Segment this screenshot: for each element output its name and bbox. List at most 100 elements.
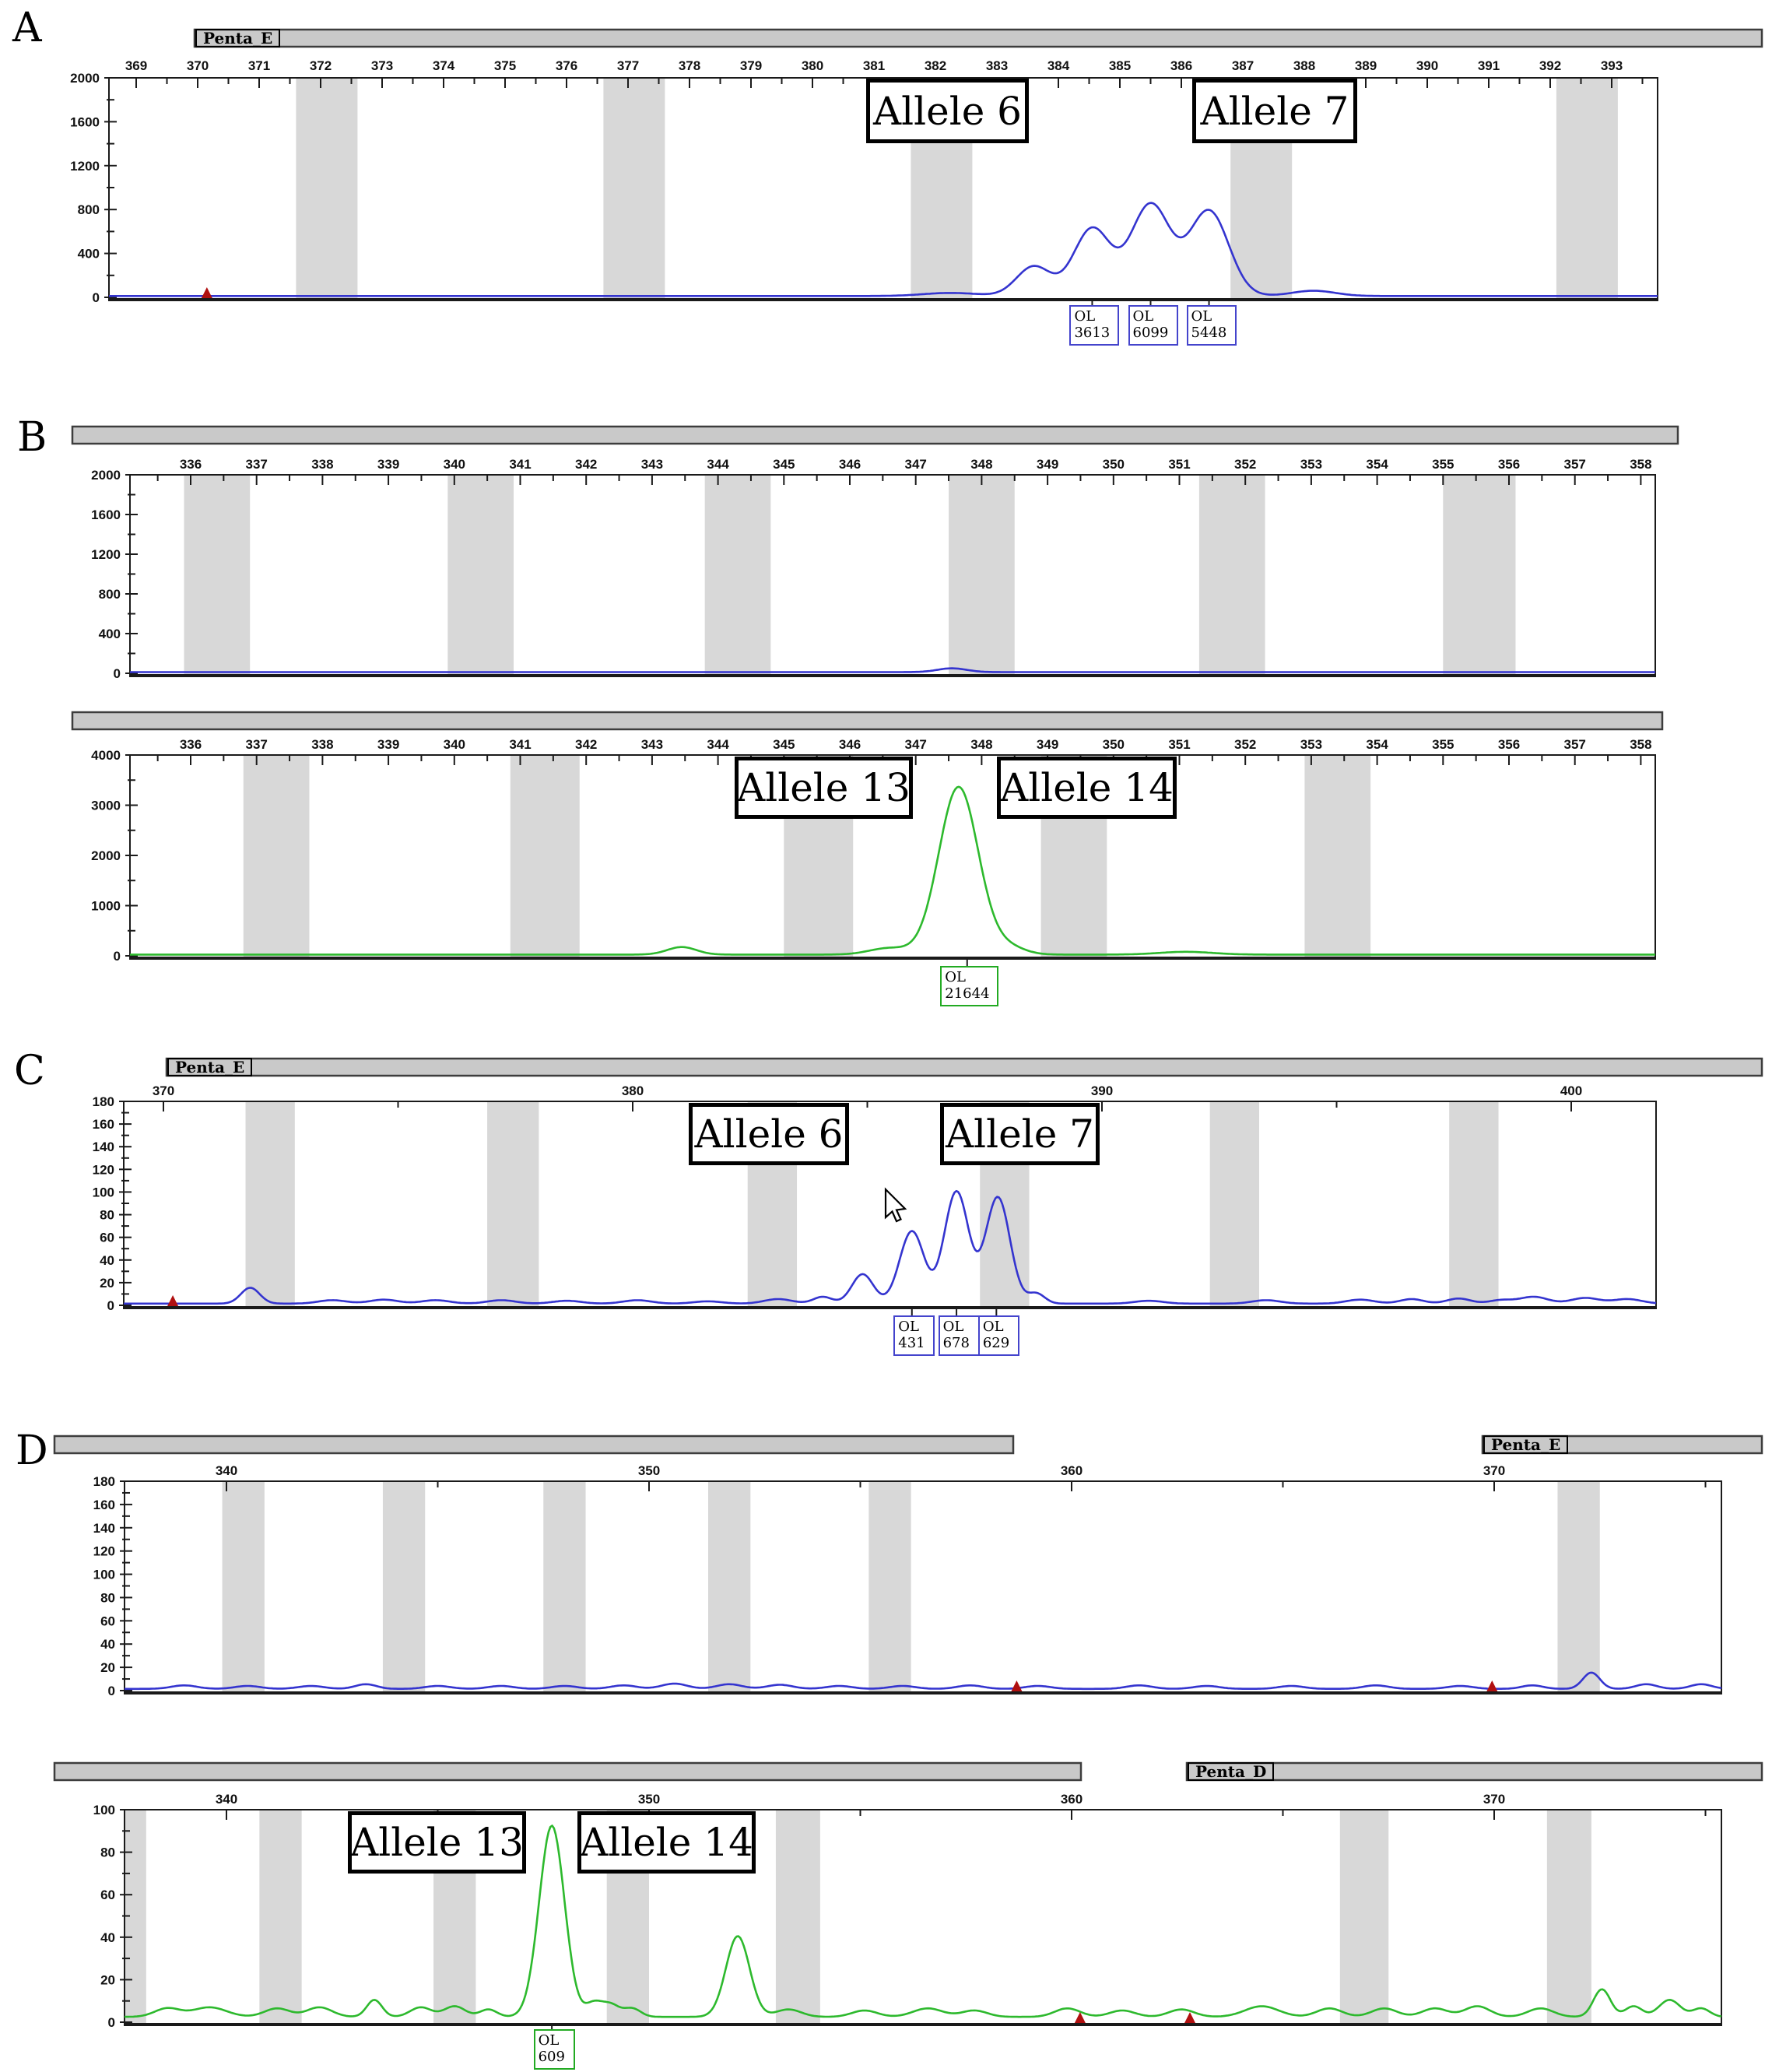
allele-bin: [487, 1102, 539, 1307]
x-tick-label: 388: [1293, 58, 1315, 73]
red-triangle-marker: [1486, 1680, 1498, 1691]
x-tick-label: 336: [180, 457, 202, 472]
x-tick-label: 343: [641, 737, 663, 752]
x-tick-label: 347: [905, 457, 927, 472]
peak-label-OL-678[interactable]: OL 678: [938, 1315, 980, 1356]
x-tick-label: 360: [1061, 1792, 1083, 1807]
x-tick-label: 382: [925, 58, 946, 73]
plot-frame[interactable]: [129, 474, 1656, 677]
y-tick-label: 100: [93, 1803, 115, 1817]
y-tick-label: 800: [78, 202, 100, 217]
allele-annotation-allele-13[interactable]: Allele 13: [348, 1811, 526, 1874]
x-tick-label: 389: [1355, 58, 1377, 73]
y-tick-label: 40: [100, 1637, 115, 1652]
peak-label-value: 678: [942, 1335, 970, 1351]
allele-bin: [125, 1810, 146, 2024]
x-tick-label: 375: [494, 58, 516, 73]
peak-label-value: 629: [982, 1335, 1010, 1351]
y-tick-label: 180: [93, 1094, 114, 1109]
peak-label-OL-21644[interactable]: OL 21644: [940, 966, 999, 1006]
peak-label-OL-629[interactable]: OL 629: [977, 1315, 1019, 1356]
x-tick-label: 348: [970, 457, 992, 472]
y-tick-label: 1000: [91, 899, 121, 914]
y-tick-label: 400: [78, 247, 100, 262]
x-tick-label: 393: [1601, 58, 1623, 73]
marker-header-bar: [193, 28, 1763, 48]
allele-annotation-allele-14[interactable]: Allele 14: [997, 757, 1177, 819]
marker-header-bar: [1185, 1761, 1763, 1782]
marker-header-bar: [53, 1435, 1015, 1455]
peak-label-OL-5448[interactable]: OL 5448: [1186, 305, 1237, 346]
x-tick-label: 369: [125, 58, 147, 73]
y-tick-label: 800: [99, 587, 121, 602]
x-tick-label: 370: [1483, 1792, 1505, 1807]
x-tick-label: 350: [638, 1463, 660, 1478]
x-tick-label: 341: [509, 737, 531, 752]
y-tick-label: 3000: [91, 799, 121, 813]
x-tick-label: 338: [311, 737, 333, 752]
x-tick-label: 341: [509, 457, 531, 472]
y-tick-label: 100: [93, 1568, 115, 1582]
allele-bin: [382, 1482, 426, 1692]
chart-4-panel-D: 340 350 360 370 180 160 140 120 100 80 60 40 20 0: [53, 1435, 1763, 1698]
allele-bin: [1546, 1810, 1591, 2024]
y-tick-label: 400: [99, 627, 121, 641]
x-tick-label: 387: [1232, 58, 1254, 73]
y-tick-label: 2000: [70, 71, 100, 86]
x-tick-label: 339: [377, 737, 399, 752]
allele-annotation-allele-14[interactable]: Allele 14: [577, 1811, 756, 1874]
x-tick-label: 378: [679, 58, 700, 73]
allele-annotation-allele-7[interactable]: Allele 7: [940, 1103, 1100, 1165]
peak-label-OL-609[interactable]: OL 609: [533, 2029, 575, 2070]
chart-2-panel-B: 336 337 338 339 340 341 342 343 344 345 346 347 348 3…: [71, 711, 1664, 966]
blue-trace: [109, 202, 1658, 297]
plot-frame[interactable]: [124, 1480, 1722, 1694]
x-tick-label: 374: [433, 58, 455, 73]
x-tick-label: 376: [556, 58, 577, 73]
red-triangle-marker: [1184, 2012, 1196, 2023]
allele-bin: [868, 1482, 911, 1692]
peak-label-OL-431[interactable]: OL 431: [893, 1315, 935, 1356]
allele-annotation-allele-13[interactable]: Allele 13: [735, 757, 913, 819]
x-tick-label: 344: [707, 457, 729, 472]
marker-header-bar: [71, 711, 1664, 731]
blue-trace: [130, 667, 1655, 673]
x-tick-label: 355: [1432, 457, 1454, 472]
peak-label-OL-6099[interactable]: OL 6099: [1128, 305, 1178, 346]
allele-bin: [1443, 476, 1516, 675]
x-tick-label: 372: [310, 58, 332, 73]
x-tick-label: 390: [1091, 1083, 1113, 1098]
x-tick-label: 350: [638, 1792, 660, 1807]
allele-bin: [1304, 756, 1371, 957]
blue-trace: [124, 1189, 1657, 1305]
peak-label-flag: OL: [1074, 308, 1096, 325]
allele-bin: [1557, 1482, 1600, 1692]
allele-bin: [184, 476, 251, 675]
peak-label-value: 3613: [1074, 325, 1111, 341]
allele-annotation-allele-6[interactable]: Allele 6: [866, 79, 1029, 143]
x-tick-label: 339: [377, 457, 399, 472]
x-tick-label: 358: [1630, 737, 1651, 752]
x-tick-label: 377: [617, 58, 639, 73]
y-tick-label: 140: [93, 1140, 114, 1154]
chart-3-panel-C: 370 380 390 400 180 160 140 120 100 80 60 40 20 0: [93, 1057, 1763, 1315]
y-tick-label: 2000: [91, 848, 121, 863]
x-tick-label: 373: [371, 58, 393, 73]
allele-bin: [775, 1810, 820, 2024]
x-tick-label: 340: [444, 457, 465, 472]
x-tick-label: 344: [707, 737, 729, 752]
allele-bin: [603, 79, 665, 299]
allele-annotation-allele-6[interactable]: Allele 6: [689, 1103, 849, 1165]
allele-bin: [708, 1482, 751, 1692]
allele-bin: [1556, 79, 1618, 299]
red-triangle-marker: [167, 1295, 179, 1306]
mouse-cursor-icon: [884, 1187, 907, 1223]
peak-label-OL-3613[interactable]: OL 3613: [1069, 305, 1120, 346]
x-tick-label: 352: [1234, 737, 1256, 752]
marker-label-Penta_D: Penta_D: [1188, 1762, 1275, 1781]
y-tick-label: 0: [114, 949, 121, 964]
peak-label-flag: OL: [898, 1319, 919, 1335]
y-tick-label: 60: [100, 1614, 115, 1628]
allele-annotation-allele-7[interactable]: Allele 7: [1192, 79, 1357, 143]
